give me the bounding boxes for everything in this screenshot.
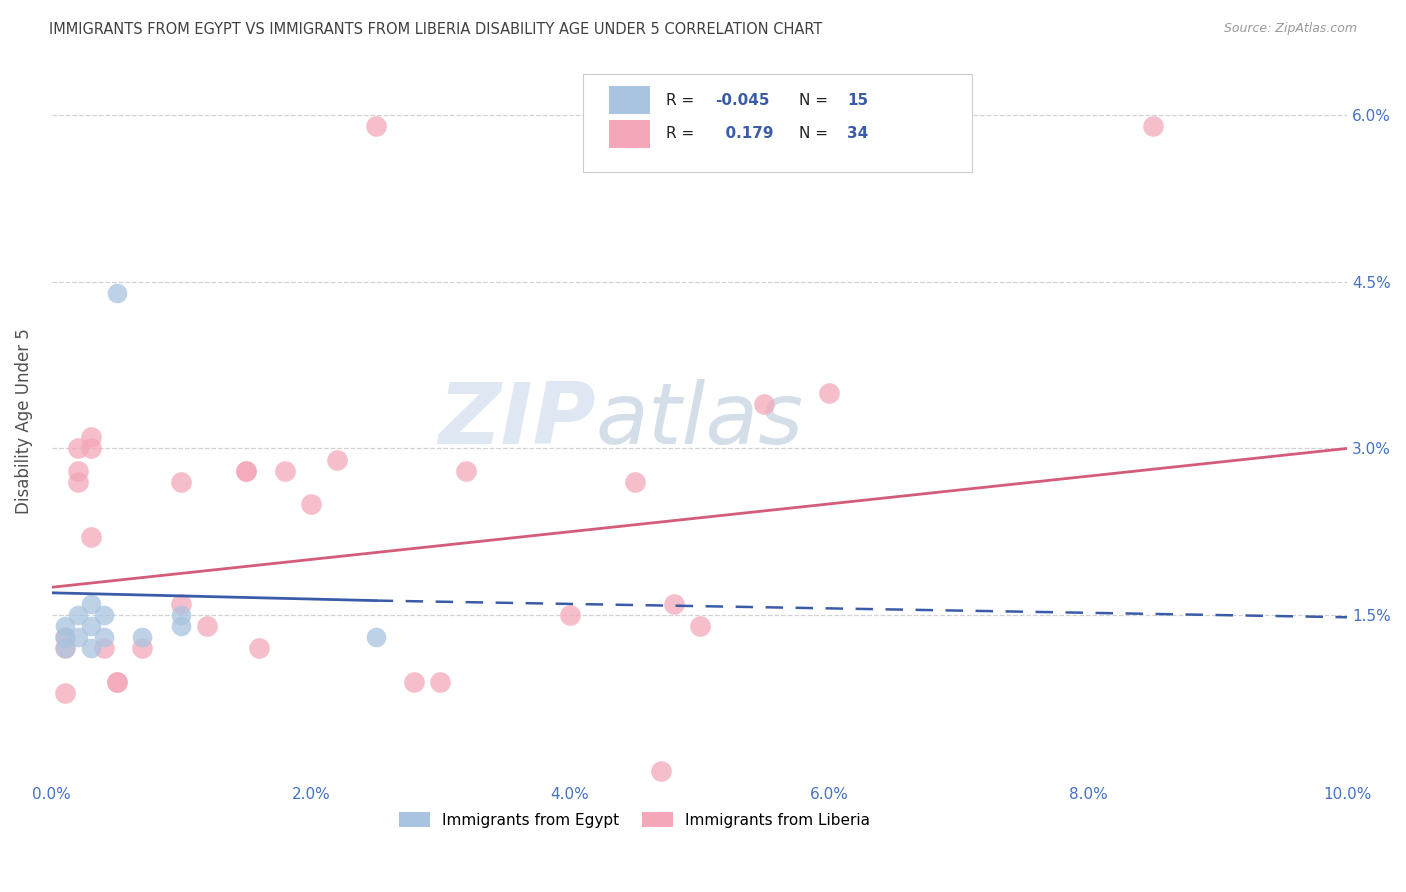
Point [66, 475, 89, 489]
Point [623, 475, 645, 489]
Text: N =: N = [799, 127, 834, 142]
Point [170, 607, 193, 622]
Point [79, 597, 101, 611]
Text: 0.179: 0.179 [716, 127, 773, 142]
Point [1142, 120, 1164, 134]
Point [131, 641, 153, 656]
Point [93, 630, 115, 644]
Point [53, 686, 76, 700]
Point [79, 442, 101, 456]
Point [558, 607, 581, 622]
Point [326, 452, 349, 467]
Point [299, 497, 322, 511]
Text: 15: 15 [848, 93, 869, 108]
Point [274, 464, 297, 478]
Text: R =: R = [666, 127, 699, 142]
Text: ZIP: ZIP [439, 379, 596, 462]
Point [235, 464, 257, 478]
Text: Source: ZipAtlas.com: Source: ZipAtlas.com [1223, 22, 1357, 36]
Point [235, 464, 257, 478]
Point [429, 674, 451, 689]
Point [364, 630, 387, 644]
Point [53, 641, 76, 656]
Point [53, 630, 76, 644]
Text: N =: N = [799, 93, 834, 108]
Point [364, 120, 387, 134]
Point [170, 475, 193, 489]
Point [131, 630, 153, 644]
Point [105, 674, 128, 689]
FancyBboxPatch shape [609, 87, 651, 114]
Point [650, 764, 672, 778]
Point [79, 530, 101, 544]
Point [93, 607, 115, 622]
Point [404, 674, 426, 689]
Text: IMMIGRANTS FROM EGYPT VS IMMIGRANTS FROM LIBERIA DISABILITY AGE UNDER 5 CORRELAT: IMMIGRANTS FROM EGYPT VS IMMIGRANTS FROM… [49, 22, 823, 37]
Point [247, 641, 270, 656]
Point [105, 285, 128, 300]
Point [79, 430, 101, 444]
Point [195, 619, 218, 633]
Point [818, 385, 841, 400]
Text: -0.045: -0.045 [716, 93, 769, 108]
FancyBboxPatch shape [609, 120, 651, 148]
FancyBboxPatch shape [583, 74, 972, 171]
Point [53, 641, 76, 656]
Point [170, 597, 193, 611]
Point [79, 641, 101, 656]
Y-axis label: Disability Age Under 5: Disability Age Under 5 [15, 327, 32, 514]
Point [66, 464, 89, 478]
Point [93, 641, 115, 656]
Point [66, 442, 89, 456]
Point [66, 607, 89, 622]
Text: 34: 34 [848, 127, 869, 142]
Point [754, 397, 776, 411]
Point [662, 597, 685, 611]
Point [456, 464, 478, 478]
Point [689, 619, 711, 633]
Text: R =: R = [666, 93, 699, 108]
Point [105, 674, 128, 689]
Point [53, 630, 76, 644]
Text: atlas: atlas [596, 379, 804, 462]
Point [170, 619, 193, 633]
Legend: Immigrants from Egypt, Immigrants from Liberia: Immigrants from Egypt, Immigrants from L… [392, 804, 877, 836]
Point [53, 619, 76, 633]
Point [66, 630, 89, 644]
Point [79, 619, 101, 633]
